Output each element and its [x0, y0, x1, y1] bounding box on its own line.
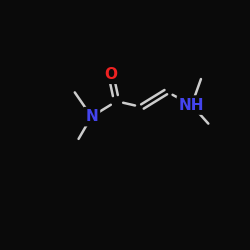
Text: NH: NH	[179, 98, 204, 112]
Text: N: N	[85, 109, 98, 124]
Text: O: O	[104, 67, 117, 82]
